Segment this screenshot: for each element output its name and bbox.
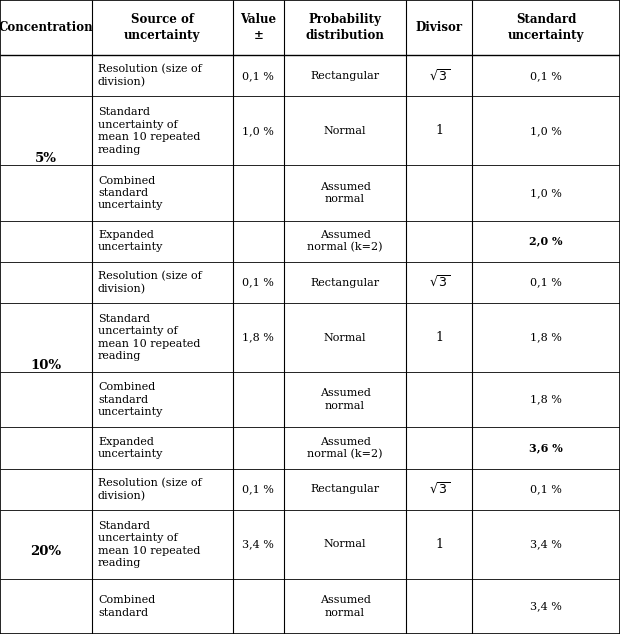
Text: Combined
standard
uncertainty: Combined standard uncertainty	[98, 382, 163, 417]
Text: Probability
distribution: Probability distribution	[306, 13, 384, 42]
Text: Standard
uncertainty of
mean 10 repeated
reading: Standard uncertainty of mean 10 repeated…	[98, 521, 200, 568]
Text: Resolution (size of
division): Resolution (size of division)	[98, 64, 202, 87]
Text: 3,6 %: 3,6 %	[529, 443, 563, 453]
Text: 0,1 %: 0,1 %	[242, 278, 274, 288]
Text: Standard
uncertainty of
mean 10 repeated
reading: Standard uncertainty of mean 10 repeated…	[98, 314, 200, 361]
Text: Value
±: Value ±	[240, 13, 277, 42]
Text: Normal: Normal	[324, 333, 366, 342]
Text: 2,0 %: 2,0 %	[529, 236, 563, 247]
Text: Assumed
normal: Assumed normal	[319, 389, 371, 411]
Text: 1,0 %: 1,0 %	[530, 126, 562, 136]
Text: Assumed
normal (k=2): Assumed normal (k=2)	[308, 230, 383, 252]
Text: Standard
uncertainty of
mean 10 repeated
reading: Standard uncertainty of mean 10 repeated…	[98, 107, 200, 155]
Text: Expanded
uncertainty: Expanded uncertainty	[98, 437, 163, 459]
Text: Combined
standard: Combined standard	[98, 595, 155, 618]
Text: $\sqrt{3}$: $\sqrt{3}$	[429, 275, 450, 290]
Text: 3,4 %: 3,4 %	[530, 540, 562, 550]
Text: Resolution (size of
division): Resolution (size of division)	[98, 271, 202, 294]
Text: 5%: 5%	[35, 152, 57, 165]
Text: Combined
standard
uncertainty: Combined standard uncertainty	[98, 176, 163, 210]
Text: Concentration: Concentration	[0, 21, 93, 34]
Text: Resolution (size of
division): Resolution (size of division)	[98, 478, 202, 501]
Text: 0,1 %: 0,1 %	[530, 484, 562, 495]
Text: Expanded
uncertainty: Expanded uncertainty	[98, 230, 163, 252]
Text: Rectangular: Rectangular	[311, 71, 379, 81]
Text: 1,8 %: 1,8 %	[530, 333, 562, 342]
Text: 1: 1	[435, 331, 443, 344]
Text: Standard
uncertainty: Standard uncertainty	[508, 13, 585, 42]
Text: 3,4 %: 3,4 %	[530, 602, 562, 611]
Text: Normal: Normal	[324, 540, 366, 550]
Text: $\sqrt{3}$: $\sqrt{3}$	[429, 482, 450, 497]
Text: Rectangular: Rectangular	[311, 278, 379, 288]
Text: 1: 1	[435, 124, 443, 138]
Text: 3,4 %: 3,4 %	[242, 540, 274, 550]
Text: Assumed
normal (k=2): Assumed normal (k=2)	[308, 437, 383, 460]
Text: Assumed
normal: Assumed normal	[319, 182, 371, 204]
Text: Divisor: Divisor	[415, 21, 463, 34]
Text: 0,1 %: 0,1 %	[242, 71, 274, 81]
Text: Assumed
normal: Assumed normal	[319, 595, 371, 618]
Text: 1,0 %: 1,0 %	[242, 126, 274, 136]
Text: 1: 1	[435, 538, 443, 551]
Text: 10%: 10%	[30, 359, 61, 372]
Text: $\sqrt{3}$: $\sqrt{3}$	[429, 68, 450, 84]
Text: 1,8 %: 1,8 %	[242, 333, 274, 342]
Text: Rectangular: Rectangular	[311, 484, 379, 495]
Text: 0,1 %: 0,1 %	[530, 278, 562, 288]
Text: Source of
uncertainty: Source of uncertainty	[124, 13, 200, 42]
Text: 20%: 20%	[30, 545, 61, 558]
Text: 0,1 %: 0,1 %	[242, 484, 274, 495]
Text: Normal: Normal	[324, 126, 366, 136]
Text: 1,8 %: 1,8 %	[530, 395, 562, 404]
Text: 0,1 %: 0,1 %	[530, 71, 562, 81]
Text: 1,0 %: 1,0 %	[530, 188, 562, 198]
